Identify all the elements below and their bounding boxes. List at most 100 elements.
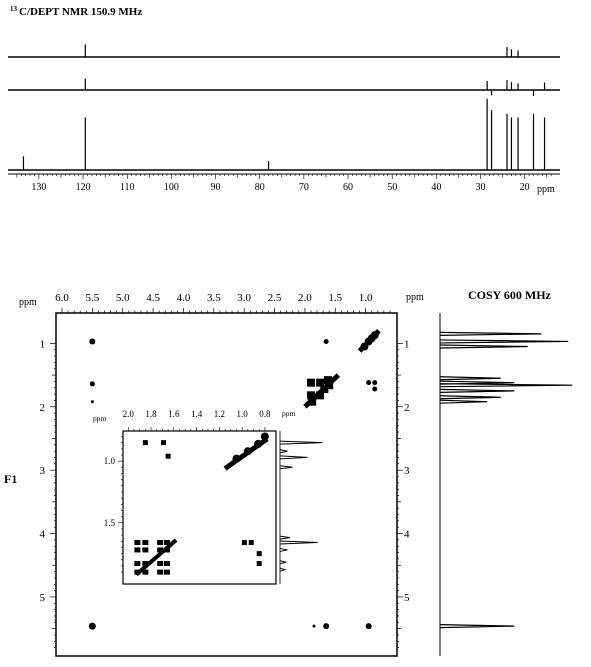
cosy-x-tick-label: 5.5 <box>85 292 99 304</box>
diagonal-peak <box>360 342 369 351</box>
cosy-cross-peak <box>323 338 329 344</box>
dept-tick-label: 120 <box>76 182 91 193</box>
cosy-x-tick-label: 4.0 <box>177 292 191 304</box>
inset-cross-peak <box>241 540 247 546</box>
cosy-x-tick-label: 3.0 <box>237 292 251 304</box>
inset-cluster-peak <box>157 540 164 546</box>
inset-x-tick-label: 1.2 <box>214 409 225 419</box>
cosy-cross-peak <box>366 380 372 386</box>
inset-axes: 2.0 1.8 1.6 1.4 1.2 1.0 0.8 1.0 1.5 <box>104 409 271 573</box>
cosy-right-tick-label: 3 <box>404 465 410 477</box>
inset-diagonal-peak <box>260 432 269 441</box>
cosy-diagonal-peaks <box>303 328 381 409</box>
diagonal-peak-cluster <box>325 381 334 390</box>
inset-cluster-peak <box>163 547 170 553</box>
dept-tick-label: 60 <box>343 182 353 193</box>
inset-x-tick-label: 0.8 <box>259 409 271 419</box>
inset-axis-unit-left: ppm <box>93 414 107 423</box>
cosy-left-tick-label: 2 <box>40 402 46 414</box>
diagonal-peak-cluster <box>308 397 317 406</box>
diagonal-peak <box>367 334 376 343</box>
cosy-cross-peaks <box>88 338 378 630</box>
inset-cross-peak <box>256 551 262 557</box>
inset-cluster-peak <box>134 569 141 575</box>
inset-projection-peak <box>279 560 287 565</box>
inset-cluster-peak <box>134 561 141 566</box>
cosy-cross-peak <box>323 623 330 630</box>
inset-cluster-peak <box>142 569 149 575</box>
cosy-axes: 6.0 5.5 5.0 4.5 4.0 3.5 3.0 2.5 2.0 1.5 1.0 1 1 2 2 3 3 4… <box>40 292 410 649</box>
cosy-cross-peak <box>89 381 95 387</box>
inset-cross-peaks <box>134 432 269 577</box>
dept-title: C/DEPT NMR 150.9 MHz <box>19 6 142 18</box>
inset-cluster-peak <box>163 561 170 566</box>
projection-peak <box>439 388 515 394</box>
cosy-cross-peak <box>312 624 316 628</box>
inset-projection-peak <box>279 465 293 470</box>
inset-projection-peak <box>279 440 323 445</box>
cosy-x-tick-label: 6.0 <box>55 292 69 304</box>
dept-tick-label: 100 <box>164 182 179 193</box>
dept-tick-label: 20 <box>520 182 530 193</box>
inset-frame <box>122 430 277 585</box>
dept-tick-label: 110 <box>120 182 135 193</box>
inset-y-tick-label: 1.5 <box>104 518 116 528</box>
cosy-right-tick-label: 4 <box>404 529 410 541</box>
cosy-1d-projection <box>439 313 573 656</box>
inset-projection-peak <box>279 547 288 552</box>
projection-peak <box>439 331 542 336</box>
cosy-cross-peak <box>89 338 96 345</box>
inset-projection-peak <box>279 567 287 572</box>
dept-x-axis: 130 120 110 100 90 80 70 60 50 40 30 20 <box>8 173 560 193</box>
diagonal-peak-cluster <box>316 391 325 400</box>
inset-diagonal-peak <box>232 454 241 463</box>
cosy-top-axis-unit: ppm <box>19 297 37 308</box>
inset-1d-projection <box>279 431 323 584</box>
inset-diagonal-peak <box>254 439 263 448</box>
inset-cluster-peak <box>157 569 164 575</box>
cosy-cross-peak <box>90 400 94 404</box>
diagonal-peak-cluster <box>316 378 325 387</box>
projection-peak <box>439 383 573 388</box>
projection-peak <box>439 339 569 344</box>
inset-axis-unit-right: ppm <box>282 409 296 418</box>
cosy-cross-peak <box>365 623 372 630</box>
cosy-left-tick-label: 5 <box>40 592 46 604</box>
inset-cluster-peak <box>142 540 149 546</box>
inset-cluster-peak <box>163 569 170 575</box>
projection-peak <box>439 624 515 629</box>
inset-cross-peak <box>142 440 148 446</box>
projection-peak <box>439 399 488 404</box>
inset-diagonal-peak <box>243 447 252 456</box>
cosy-right-axis-unit: ppm <box>406 292 424 303</box>
diagonal-peak-cluster <box>306 378 315 387</box>
inset-cluster-peak <box>163 540 170 546</box>
cosy-right-tick-label: 5 <box>404 592 410 604</box>
cosy-right-tick-label: 1 <box>404 338 410 350</box>
dept-tick-label: 30 <box>476 182 486 193</box>
inset-y-tick-label: 1.0 <box>104 456 116 466</box>
cosy-left-tick-label: 3 <box>40 465 46 477</box>
inset-cross-peak <box>161 440 167 446</box>
dept-title-superscript: 13 <box>10 5 18 13</box>
inset-projection-peak <box>279 455 308 460</box>
cosy-x-tick-label: 1.5 <box>328 292 342 304</box>
inset-x-tick-label: 1.4 <box>191 409 203 419</box>
inset-cluster-peak <box>157 547 164 553</box>
projection-peak <box>439 376 501 381</box>
inset-cluster-peak <box>134 540 141 546</box>
cosy-x-tick-label: 3.5 <box>207 292 221 304</box>
inset-x-tick-label: 1.8 <box>145 409 157 419</box>
dept-tick-label: 50 <box>387 182 397 193</box>
inset-projection-peak <box>279 449 288 454</box>
inset-cluster-peak <box>134 547 141 553</box>
dept-tick-label: 70 <box>299 182 309 193</box>
f1-axis-label: F1 <box>4 472 17 486</box>
inset-diagonal-lower <box>134 538 178 577</box>
cosy-left-tick-label: 1 <box>40 338 46 350</box>
projection-peak <box>439 344 528 349</box>
diagonal-peak-cluster <box>320 385 329 394</box>
dept-tick-label: 130 <box>31 182 46 193</box>
cosy-cross-peak <box>372 386 378 392</box>
inset-x-tick-label: 1.6 <box>168 409 180 419</box>
